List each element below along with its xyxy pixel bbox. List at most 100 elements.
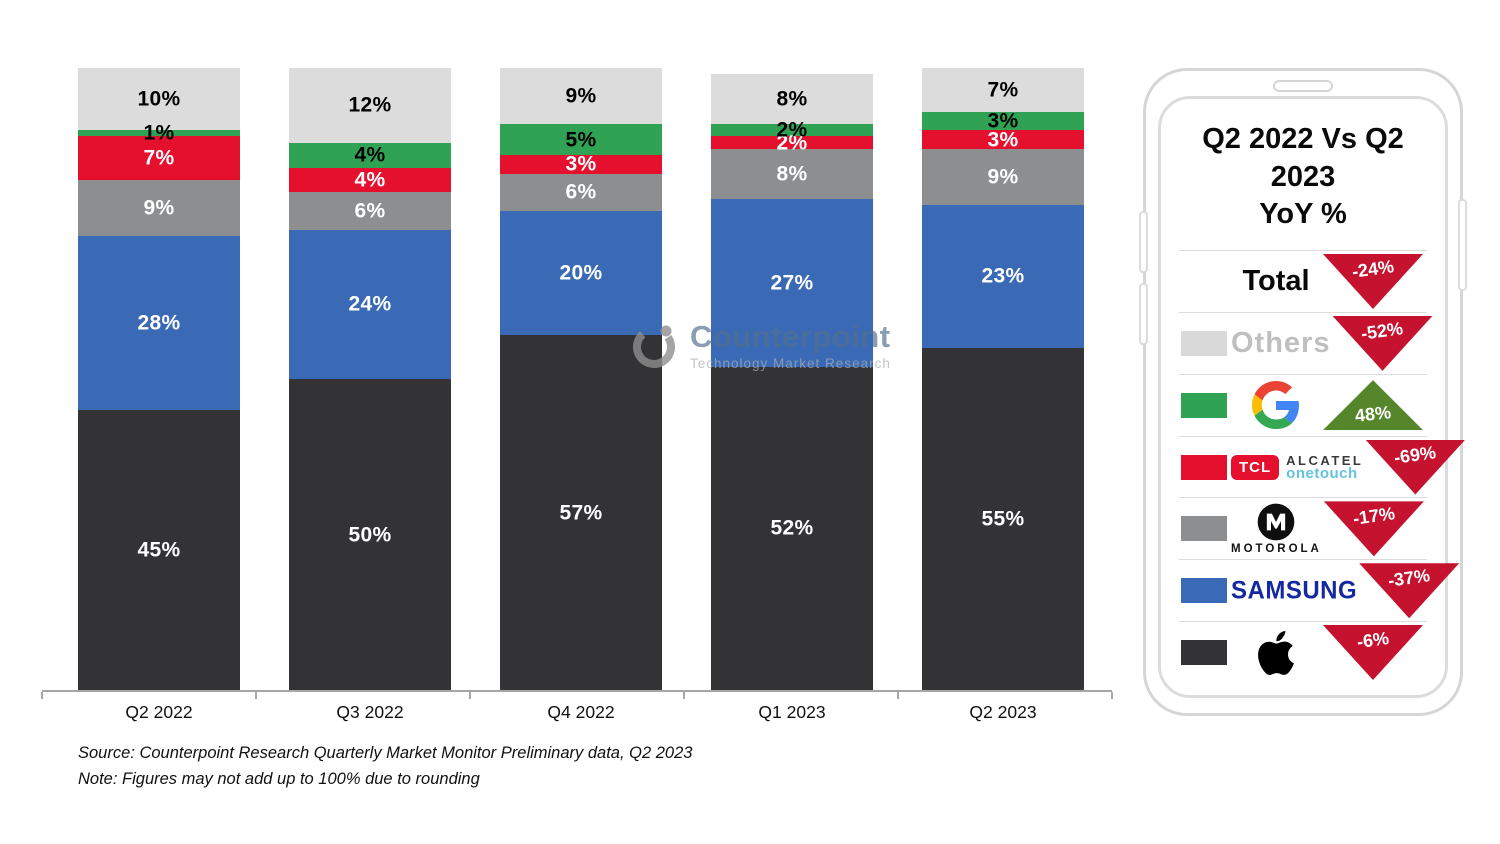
segment-value-label: 52% [770,516,814,540]
axis-tick [41,692,43,699]
x-axis-label-q2-2022: Q2 2022 [125,702,193,722]
market-share-chart: 45% 28% 9% 7% 1% 10% 50% 24% 6% 4% 4% 12% 57% 20% 6% 3%… [41,68,1113,792]
axis-tick [255,692,257,699]
yoy-triangle-others: -52% [1332,315,1433,371]
yoy-title-line2: YoY % [1259,198,1347,231]
segment-value-label: 3% [565,152,597,176]
stacked-bar-q2-2022: 45% 28% 9% 7% 1% 10% [78,68,240,690]
segment-google-q1-2023: 2% [711,120,873,141]
axis-tick [1111,692,1113,699]
legend-swatch-apple [1181,640,1227,666]
stacked-bar-q3-2022: 50% 24% 6% 4% 4% 12% [289,68,451,690]
motorola-logo: MOTOROLA [1231,502,1322,556]
x-axis [41,690,1113,699]
phone-screen: Q2 2022 Vs Q2 2023 YoY % Total -24% Othe… [1158,96,1466,698]
phone-power-button [1458,199,1467,291]
segment-value-label: 6% [565,180,597,204]
footnotes: Source: Counterpoint Research Quarterly … [78,741,692,792]
yoy-value-apple: -6% [1355,627,1391,653]
yoy-row-google: 48% [1179,373,1427,436]
segment-apple-q2-2023: 55% [922,347,1084,690]
segment-samsung-q1-2023: 27% [711,198,873,367]
x-axis-labels: Q2 2022 Q3 2022 Q4 2022 Q1 2023 Q2 2023 [78,702,1084,723]
legend-swatch-tcl [1181,454,1227,480]
yoy-row-tcl: TCL ALCATEL onetouch -69% [1179,435,1466,498]
yoy-value-samsung: -37% [1386,565,1432,592]
segment-value-label: 23% [981,264,1025,288]
segment-samsung-q3-2022: 24% [289,229,451,379]
segment-others-q4-2022: 9% [500,68,662,125]
segment-value-label: 9% [565,84,597,108]
segment-motorola-q1-2023: 8% [711,148,873,199]
yoy-triangle-tcl: -69% [1365,439,1466,495]
stacked-bars: 45% 28% 9% 7% 1% 10% 50% 24% 6% 4% 4% 12% 57% 20% 6% 3%… [78,68,1084,690]
segment-value-label: 9% [143,196,175,220]
segment-others-q2-2023: 7% [922,68,1084,112]
segment-samsung-q2-2023: 23% [922,204,1084,348]
segment-value-label: 50% [348,523,392,546]
yoy-row-samsung: SAMSUNG -37% [1179,559,1460,621]
yoy-phone-panel: Q2 2022 Vs Q2 2023 YoY % Total -24% Othe… [1139,68,1467,716]
segment-value-label: 27% [770,271,814,295]
axis-tick [897,692,899,699]
phone-volume-button [1139,283,1148,345]
segment-google-q2-2022: 1% [78,123,240,144]
segment-value-label: 55% [981,507,1025,531]
apple-logo-icon [1258,630,1294,675]
segment-value-label: 7% [987,78,1019,102]
yoy-triangle-motorola: -17% [1323,501,1424,557]
x-axis-label-q3-2022: Q3 2022 [336,702,404,722]
segment-value-label: 57% [559,501,603,525]
yoy-value-google: 48% [1353,402,1392,427]
yoy-triangle-total: -24% [1323,253,1423,309]
rounding-note: Note: Figures may not add up to 100% due… [78,769,480,788]
segment-value-label: 1% [143,121,175,145]
segment-apple-q2-2022: 45% [78,410,240,690]
segment-value-label: 12% [348,93,392,117]
segment-value-label: 5% [565,128,597,152]
yoy-title-line1: Q2 2022 Vs Q2 2023 [1202,123,1404,193]
yoy-row-motorola: MOTOROLA -17% [1179,497,1427,559]
segment-motorola-q3-2022: 6% [289,192,451,230]
segment-value-label: 6% [354,199,386,223]
legend-swatch-others [1181,330,1227,356]
segment-tcl-q2-2022: 7% [78,136,240,180]
segment-value-label: 28% [137,311,181,335]
tcl-logo-text: TCL [1231,454,1280,480]
axis-tick [469,692,471,699]
segment-motorola-q2-2022: 9% [78,179,240,236]
samsung-logo-text: SAMSUNG [1231,576,1358,605]
segment-google-q3-2022: 4% [289,142,451,168]
segment-tcl-q4-2022: 3% [500,152,662,176]
axis-tick [683,692,685,699]
segment-value-label: 8% [776,162,808,186]
yoy-rows: Total -24% Others -52% 48% [1179,250,1466,683]
x-axis-label-q4-2022: Q4 2022 [547,702,615,722]
segment-value-label: 9% [987,165,1019,189]
segment-motorola-q2-2023: 9% [922,148,1084,205]
brand-label-total: Total [1242,264,1310,297]
segment-apple-q1-2023: 52% [711,366,873,690]
yoy-triangle-apple: -6% [1323,625,1423,681]
segment-motorola-q4-2022: 6% [500,173,662,212]
legend-swatch-motorola [1181,516,1227,542]
segment-value-label: 45% [137,538,181,562]
segment-others-q3-2022: 12% [289,68,451,143]
segment-google-q4-2022: 5% [500,124,662,156]
legend-swatch-samsung [1181,578,1227,604]
segment-value-label: 8% [776,87,808,111]
yoy-value-total: -24% [1350,256,1396,282]
segment-tcl-q2-2023: 3% [922,128,1084,152]
segment-value-label: 4% [354,168,386,192]
segment-value-label: 3% [987,128,1019,152]
x-axis-label-q2-2023: Q2 2023 [969,702,1037,722]
x-axis-label-q1-2023: Q1 2023 [758,702,826,722]
tcl-alcatel-logo: TCL ALCATEL onetouch [1231,454,1363,481]
segment-value-label: 7% [143,146,175,170]
segment-google-q2-2023: 3% [922,110,1084,131]
segment-value-label: 10% [137,87,181,111]
yoy-triangle-google: 48% [1323,380,1423,431]
segment-samsung-q4-2022: 20% [500,211,662,336]
yoy-value-motorola: -17% [1351,503,1397,530]
phone-volume-button [1139,211,1148,273]
